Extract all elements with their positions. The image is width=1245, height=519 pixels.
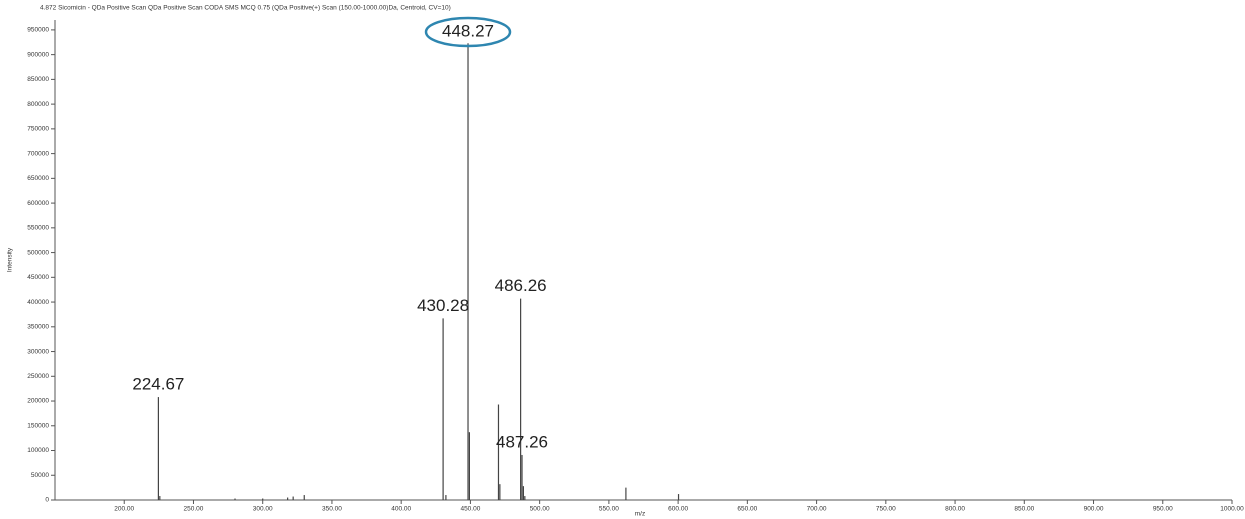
- y-tick-label: 50000: [31, 472, 49, 479]
- y-tick-label: 0: [45, 497, 49, 504]
- peak-label: 487.26: [496, 432, 548, 451]
- x-tick-label: 450.00: [460, 506, 480, 513]
- y-tick-label: 400000: [27, 299, 49, 306]
- y-axis-label: Intensity: [7, 247, 14, 272]
- highlight-circle: [424, 16, 512, 48]
- y-tick-label: 450000: [27, 274, 49, 281]
- x-tick-label: 900.00: [1084, 506, 1104, 513]
- y-tick-label: 250000: [27, 373, 49, 380]
- x-axis-label: m/z: [635, 511, 645, 518]
- x-tick-label: 950.00: [1153, 506, 1173, 513]
- y-tick-label: 300000: [27, 348, 49, 355]
- x-tick-label: 500.00: [530, 506, 550, 513]
- x-tick-label: 650.00: [737, 506, 757, 513]
- y-tick-label: 800000: [27, 101, 49, 108]
- peak-label: 486.26: [495, 276, 547, 295]
- x-tick-label: 550.00: [599, 506, 619, 513]
- x-tick-label: 700.00: [807, 506, 827, 513]
- y-tick-label: 950000: [27, 27, 49, 34]
- x-tick-label: 850.00: [1014, 506, 1034, 513]
- x-tick-label: 300.00: [253, 506, 273, 513]
- x-tick-label: 400.00: [391, 506, 411, 513]
- x-tick-label: 800.00: [945, 506, 965, 513]
- x-tick-label: 350.00: [322, 506, 342, 513]
- y-tick-label: 200000: [27, 398, 49, 405]
- chart-title: 4.872 Sicomicin - QDa Positive Scan QDa …: [40, 5, 451, 12]
- x-tick-label: 750.00: [876, 506, 896, 513]
- y-tick-label: 550000: [27, 225, 49, 232]
- peak-label: 430.28: [417, 296, 469, 315]
- x-tick-label: 250.00: [184, 506, 204, 513]
- peak-label: 448.27: [442, 21, 494, 40]
- peak-label: 224.67: [132, 375, 184, 394]
- y-tick-label: 500000: [27, 249, 49, 256]
- y-tick-label: 850000: [27, 76, 49, 83]
- y-tick-label: 700000: [27, 150, 49, 157]
- x-tick-label: 200.00: [114, 506, 134, 513]
- y-tick-label: 650000: [27, 175, 49, 182]
- y-tick-label: 350000: [27, 324, 49, 331]
- y-tick-label: 900000: [27, 51, 49, 58]
- y-tick-label: 750000: [27, 126, 49, 133]
- x-tick-label: 1000.00: [1220, 506, 1244, 513]
- y-tick-label: 150000: [27, 422, 49, 429]
- y-tick-label: 100000: [27, 447, 49, 454]
- x-tick-label: 600.00: [668, 506, 688, 513]
- y-tick-label: 600000: [27, 200, 49, 207]
